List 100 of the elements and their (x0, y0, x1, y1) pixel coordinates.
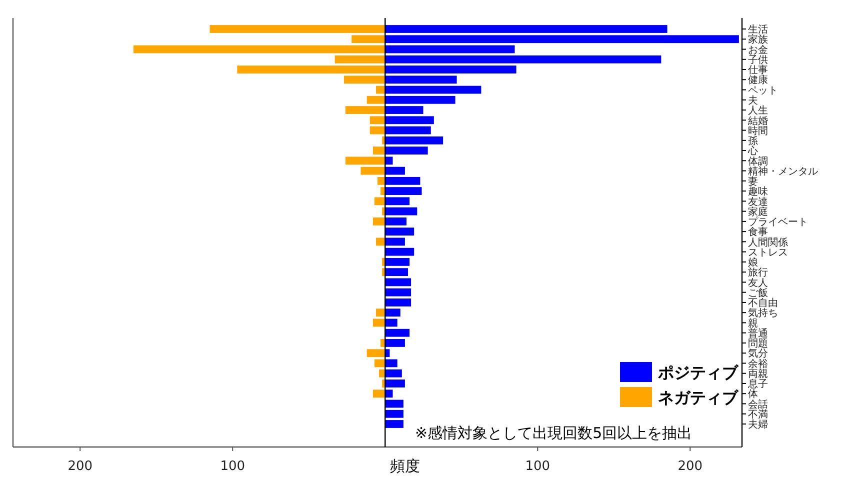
bar (385, 86, 482, 94)
y-tick-label: 家庭 (748, 206, 768, 218)
bar (385, 45, 515, 54)
y-tick-label: 子供 (748, 54, 768, 66)
x-axis-title: 頻度 (390, 457, 420, 475)
bar (385, 328, 410, 337)
y-tick-label: 夫 (748, 94, 758, 106)
bar (385, 156, 393, 165)
y-tick-label: お金 (748, 44, 768, 56)
x-tick-label: 200 (678, 459, 703, 474)
bar (352, 35, 386, 44)
y-tick-label: 人間関係 (748, 236, 788, 248)
y-tick-label: 家族 (748, 34, 768, 46)
x-tick-label: 100 (525, 459, 550, 474)
bar (385, 308, 400, 317)
bar (374, 197, 386, 206)
bar (385, 106, 424, 114)
bar (376, 238, 386, 246)
bar (385, 248, 414, 256)
legend-label: ネガティブ (658, 388, 739, 407)
y-tick-label: 問題 (748, 338, 768, 350)
y-tick-label: 孫 (748, 135, 758, 148)
y-tick-label: 普通 (748, 327, 768, 340)
y-tick-label: 息子 (747, 378, 768, 390)
bar (385, 339, 405, 347)
bar (385, 318, 398, 327)
bar (385, 76, 457, 84)
y-tick-label: 体 (748, 388, 758, 400)
bar (366, 349, 386, 358)
bar (385, 176, 420, 185)
y-tick-label: 友達 (748, 196, 768, 208)
x-tick-label: 200 (68, 459, 93, 474)
x-tick-label: 100 (220, 459, 246, 474)
y-tick-label: 夫婦 (748, 418, 768, 431)
bar (370, 126, 386, 134)
annotation: ※感情対象として出現回数5回以上を抽出 (415, 424, 692, 442)
bar (385, 25, 668, 33)
y-tick-label: 旅行 (748, 266, 768, 279)
bar (372, 217, 386, 226)
bar (385, 359, 398, 368)
bar (372, 146, 386, 154)
y-tick-label: 余裕 (748, 358, 768, 370)
legend-label: ポジティブ (657, 363, 739, 382)
bar (385, 380, 405, 388)
bar (385, 197, 410, 206)
y-tick-label: 不満 (748, 408, 768, 420)
bar (385, 238, 405, 246)
bar (385, 410, 404, 418)
bar (345, 156, 386, 165)
bar (385, 400, 404, 408)
y-tick-label: ストレス (748, 247, 788, 258)
bar (385, 268, 408, 276)
y-tick-label: 会話 (748, 398, 768, 410)
bar (385, 66, 516, 74)
bar (385, 298, 412, 306)
bar (344, 76, 386, 84)
bar (385, 136, 444, 144)
bar (210, 25, 386, 33)
y-tick-label: 気持ち (748, 307, 778, 320)
bar (385, 278, 412, 286)
bar (385, 146, 428, 154)
y-tick-label: 心 (747, 145, 758, 158)
bar (385, 420, 404, 428)
y-tick-label: 時間 (748, 124, 768, 137)
bar (237, 66, 386, 74)
y-tick-label: 親 (748, 317, 758, 330)
bar (372, 390, 386, 398)
y-tick-label: ご飯 (748, 288, 768, 299)
bar (334, 55, 386, 64)
bar (385, 228, 414, 236)
bar (385, 187, 422, 195)
y-tick-label: 健康 (748, 74, 768, 86)
bar (360, 166, 386, 175)
y-tick-label: 友人 (748, 278, 768, 289)
bar (385, 96, 456, 104)
y-tick-label: 人生 (748, 104, 768, 117)
bar (385, 369, 402, 378)
bar (385, 390, 393, 398)
bar (370, 116, 386, 124)
bar (385, 55, 662, 64)
y-tick-label: 精神・メンタル (748, 165, 818, 178)
y-tick-label: 体調 (748, 155, 768, 168)
y-tick-label: 食事 (748, 226, 768, 238)
bar (385, 35, 739, 44)
bar (379, 369, 386, 378)
bar (385, 207, 418, 216)
bar (385, 217, 406, 226)
bar (376, 308, 386, 317)
bar (385, 126, 431, 134)
y-tick-label: ペット (748, 85, 778, 96)
y-tick-label: 結婚 (747, 116, 768, 127)
y-tick-label: 趣味 (748, 186, 768, 198)
bar (385, 288, 412, 296)
bar (385, 258, 410, 266)
bar (133, 45, 386, 54)
bar (385, 166, 405, 175)
bar (385, 116, 434, 124)
bar (366, 96, 386, 104)
y-tick-label: 気分 (748, 348, 768, 360)
bar (345, 106, 386, 114)
